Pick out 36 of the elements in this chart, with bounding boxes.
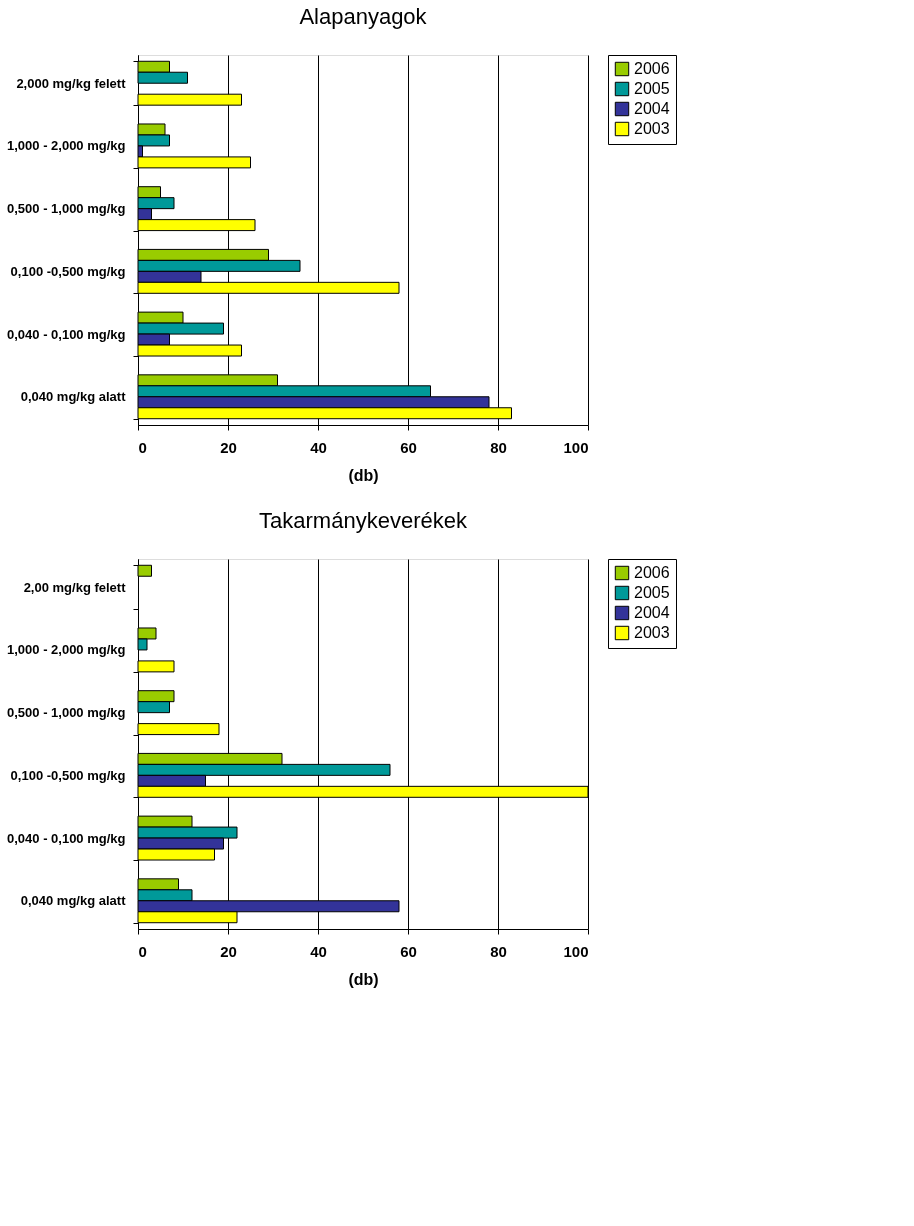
y-tick-label: 0,040 mg/kg alatt bbox=[20, 389, 127, 405]
legend-label: 2006 bbox=[634, 60, 670, 77]
y-tick-label: 2,00 mg/kg felett bbox=[23, 579, 127, 595]
x-tick-label: 40 bbox=[310, 942, 327, 960]
x-tick-label: 20 bbox=[220, 942, 237, 960]
legend-label: 2004 bbox=[634, 604, 670, 621]
y-tick-label: 0,040 - 0,100 mg/kg bbox=[6, 326, 126, 342]
legend-label: 2005 bbox=[634, 584, 670, 601]
x-axis-title: (db) bbox=[348, 970, 379, 988]
x-tick-label: 0 bbox=[138, 438, 147, 456]
y-tick-label: 0,500 - 1,000 mg/kg bbox=[6, 201, 126, 217]
legend-label: 2005 bbox=[634, 80, 670, 97]
x-tick-label: 40 bbox=[310, 438, 327, 456]
y-tick-label: 1,000 - 2,000 mg/kg bbox=[6, 138, 126, 154]
x-tick-label: 0 bbox=[138, 942, 147, 960]
x-axis-title: (db) bbox=[348, 466, 379, 484]
y-tick-label: 0,500 - 1,000 mg/kg bbox=[6, 705, 126, 721]
x-tick-label: 60 bbox=[400, 942, 417, 960]
x-tick-label: 80 bbox=[490, 942, 507, 960]
x-tick-label: 100 bbox=[563, 438, 589, 456]
legend-label: 2003 bbox=[634, 120, 670, 137]
y-tick-label: 0,040 - 0,100 mg/kg bbox=[6, 830, 126, 846]
x-tick-label: 60 bbox=[400, 438, 417, 456]
legend-label: 2006 bbox=[634, 564, 670, 581]
y-tick-label: 0,100 -0,500 mg/kg bbox=[10, 263, 126, 279]
chart-title: Takarmánykeverékek bbox=[259, 508, 468, 533]
y-tick-label: 0,100 -0,500 mg/kg bbox=[10, 767, 126, 783]
chart-title: Alapanyagok bbox=[299, 4, 428, 29]
y-tick-label: 2,000 mg/kg felett bbox=[16, 75, 127, 91]
legend-label: 2003 bbox=[634, 624, 670, 641]
y-tick-label: 1,000 - 2,000 mg/kg bbox=[6, 642, 126, 658]
x-tick-label: 100 bbox=[563, 942, 589, 960]
y-tick-label: 0,040 mg/kg alatt bbox=[20, 893, 127, 909]
x-tick-label: 20 bbox=[220, 438, 237, 456]
legend-label: 2004 bbox=[634, 100, 670, 117]
x-tick-label: 80 bbox=[490, 438, 507, 456]
